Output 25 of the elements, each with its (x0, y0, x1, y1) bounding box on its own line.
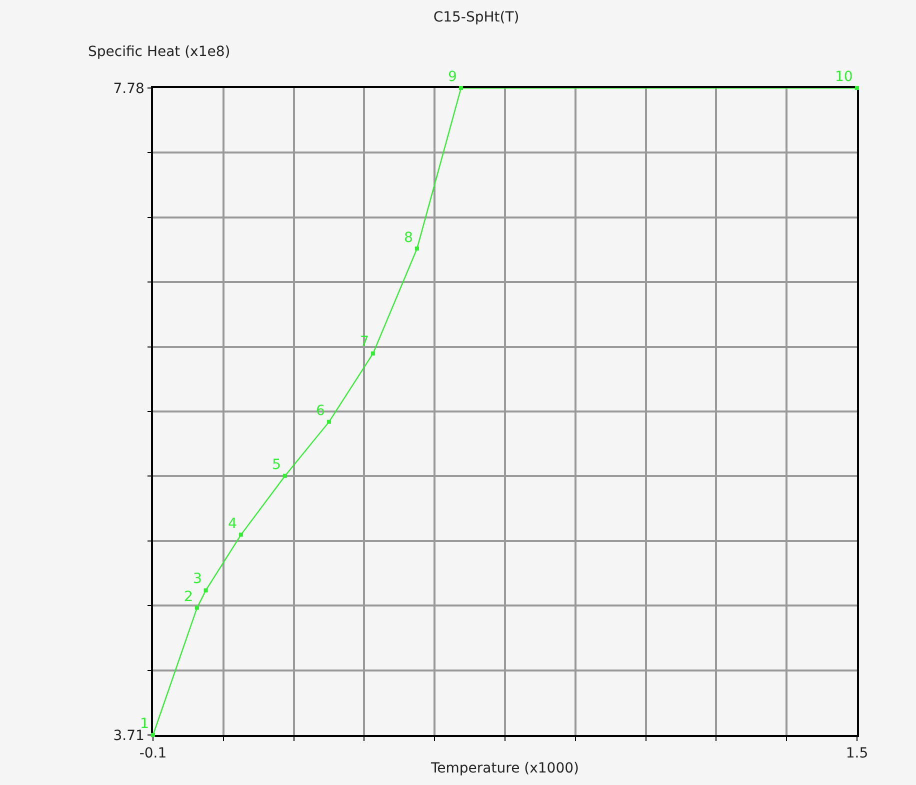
x-tick-label: 1.5 (846, 746, 868, 762)
annotation: 3 (193, 571, 202, 587)
point (204, 588, 208, 592)
annotation: 10 (835, 69, 853, 85)
point (459, 86, 463, 90)
point (327, 420, 331, 424)
point (415, 246, 419, 251)
annotation: 2 (184, 589, 193, 605)
point (151, 733, 155, 737)
annotation: 6 (316, 403, 325, 419)
point (283, 474, 287, 478)
annotation: 8 (404, 230, 413, 246)
annotation: 4 (228, 516, 237, 532)
annotation: 9 (448, 69, 457, 85)
y-axis-title: Specific Heat (x1e8) (88, 44, 230, 60)
point (855, 86, 859, 90)
point (239, 532, 243, 537)
point (371, 351, 375, 356)
y-tick-label: 7.78 (113, 80, 144, 97)
point (195, 606, 199, 610)
x-tick-label: -0.1 (139, 746, 167, 762)
chart-title: C15-SpHt(T) (433, 10, 520, 26)
x-axis-title: Temperature (x1000) (430, 760, 579, 776)
annotation: 7 (360, 334, 369, 350)
annotation: 5 (272, 457, 281, 473)
